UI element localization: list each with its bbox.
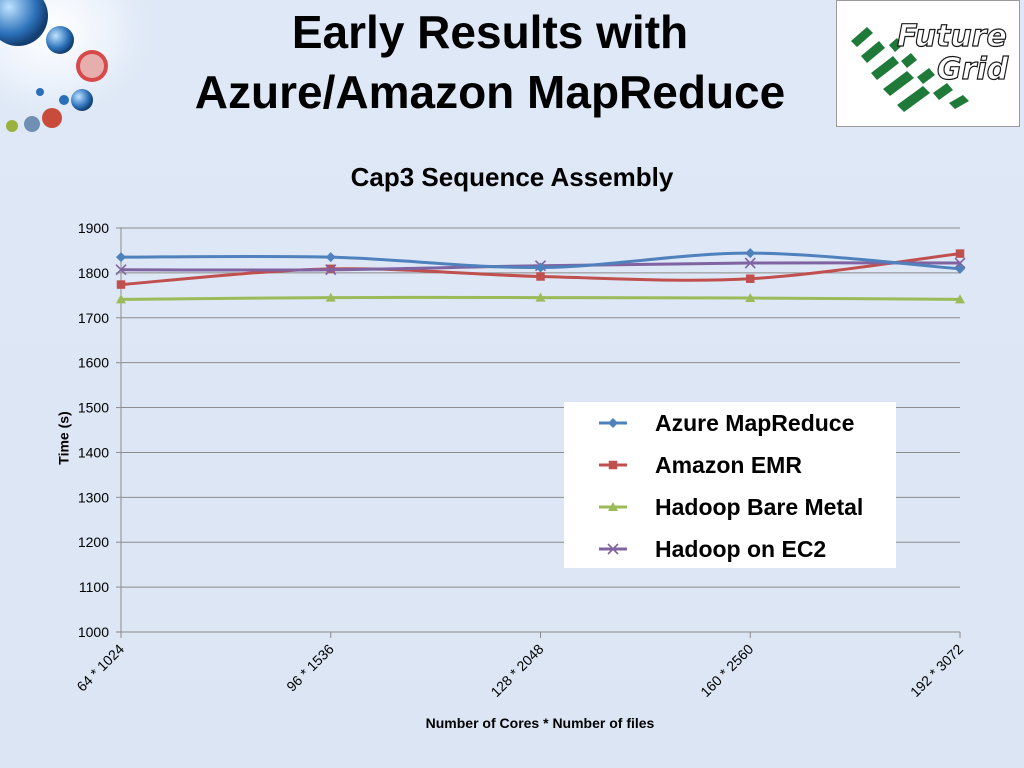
- data-point: [744, 257, 756, 269]
- data-point: [746, 274, 755, 283]
- x-tick-label: 128 * 2048: [487, 641, 546, 700]
- data-point: [608, 460, 618, 470]
- y-tick-label: 1800: [78, 265, 109, 281]
- legend-swatch: [599, 502, 627, 511]
- y-tick-label: 1700: [78, 310, 109, 326]
- data-point: [325, 264, 337, 276]
- data-point: [954, 257, 966, 269]
- series-lines: [115, 248, 966, 304]
- data-point: [116, 280, 126, 289]
- logo-text-future: Future: [897, 19, 1007, 54]
- legend-label: Amazon EMR: [655, 451, 802, 478]
- x-tick-label: 64 * 1024: [73, 641, 127, 695]
- legend-swatch: [599, 460, 627, 470]
- data-point: [955, 263, 965, 274]
- logo-text-grid: Grid: [937, 52, 1009, 87]
- y-tick-label: 1200: [78, 534, 109, 550]
- x-tick-label: 160 * 2560: [697, 641, 756, 700]
- y-tick-label: 1500: [78, 400, 109, 416]
- series-hadoop-bare-metal: [116, 292, 965, 304]
- legend-swatch: [599, 543, 627, 555]
- logo-graphic: Future Grid: [851, 18, 1009, 112]
- x-tick-labels: 64 * 1024 96 * 1536 128 * 2048 160 * 2560 19…: [73, 641, 966, 700]
- data-point: [535, 262, 546, 273]
- x-tick-label: 96 * 1536: [283, 641, 337, 695]
- y-tick-label: 1400: [78, 444, 109, 460]
- legend-label: Hadoop on EC2: [655, 535, 827, 562]
- legend-item: Amazon EMR: [564, 450, 896, 480]
- legend-label: Azure MapReduce: [655, 409, 855, 436]
- x-axis-title: Number of Cores * Number of files: [425, 715, 655, 731]
- legend-item: Hadoop on EC2: [564, 534, 896, 564]
- data-point: [116, 252, 126, 263]
- data-point: [115, 264, 127, 276]
- slide-title-line1: Early Results with: [291, 6, 689, 58]
- data-point: [955, 294, 965, 304]
- data-point: [608, 418, 618, 428]
- data-point: [745, 248, 756, 259]
- y-tick-label: 1100: [79, 579, 109, 595]
- data-point: [608, 502, 618, 511]
- data-point: [116, 294, 126, 304]
- y-tick-labels: 1000 1100 1200 1300 1400 1500 1600 1700 1800 1900: [78, 220, 109, 640]
- data-point: [536, 272, 545, 281]
- y-tick-label: 1000: [78, 624, 109, 640]
- data-point: [607, 543, 619, 555]
- legend-swatch: [599, 418, 627, 428]
- y-axis-title: Time (s): [55, 411, 72, 465]
- globe-decoration: [0, 0, 170, 150]
- legend-label: Hadoop Bare Metal: [655, 493, 864, 520]
- y-tick-label: 1300: [78, 489, 109, 505]
- series-azure-mapreduce: [116, 248, 965, 274]
- legend-item: Hadoop Bare Metal: [564, 492, 896, 522]
- data-point: [325, 252, 336, 263]
- data-point: [325, 292, 336, 302]
- legend-item: Azure MapReduce: [564, 408, 896, 438]
- data-point: [955, 249, 965, 258]
- y-tick-label: 1900: [78, 220, 109, 236]
- slide-title-line2: Azure/Amazon MapReduce: [194, 66, 786, 118]
- chart-legend: Azure MapReduce Amazon EMR Hadoop Bare Met…: [564, 402, 896, 568]
- slide-title: Early Results with Azure/Amazon MapReduc…: [150, 2, 830, 122]
- futuregrid-logo: Future Grid: [836, 0, 1020, 127]
- chart-title: Cap3 Sequence Assembly: [350, 162, 674, 192]
- data-point: [535, 292, 546, 302]
- y-tick-label: 1600: [78, 355, 109, 371]
- x-tick-label: 192 * 3072: [907, 641, 966, 700]
- data-point: [745, 293, 756, 303]
